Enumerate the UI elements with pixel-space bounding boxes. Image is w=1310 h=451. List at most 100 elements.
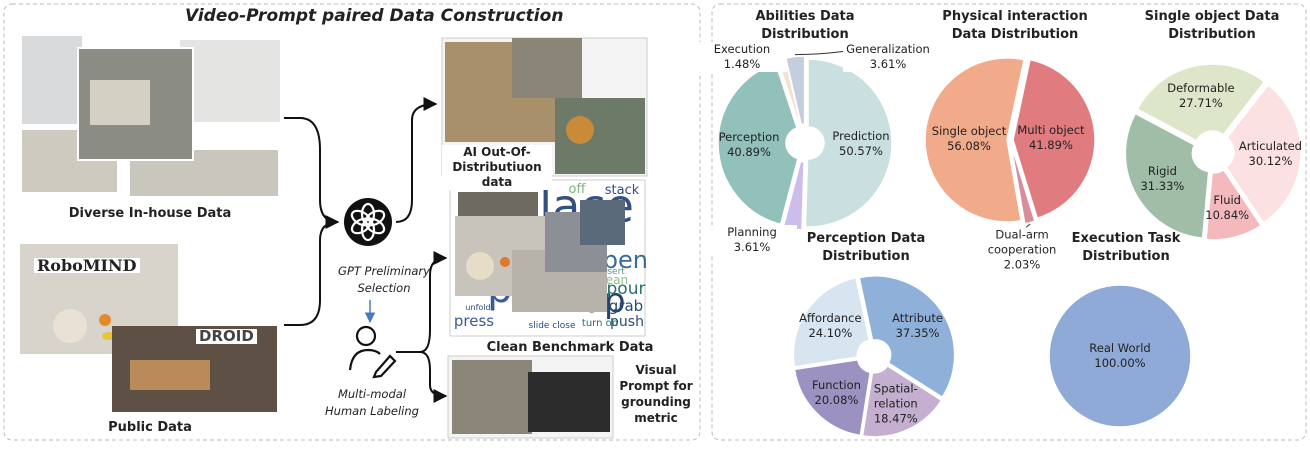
- slice-value: 3.61%: [733, 240, 771, 254]
- chart-title: Single object Data Distribution: [1144, 9, 1280, 42]
- clean-photos: [455, 192, 625, 312]
- slice-label: Single object 56.08%: [929, 124, 1009, 154]
- step-label: Multi-modal Human Labeling: [325, 387, 419, 418]
- slice-label: Perception 40.89%: [709, 130, 789, 160]
- slice-value: 24.10%: [808, 325, 853, 340]
- slice-label: Affordance 24.10%: [790, 311, 870, 341]
- chart-title: Perception Data Distribution: [806, 231, 926, 264]
- word: grab: [609, 297, 643, 315]
- visual-prompt-photos: [447, 355, 614, 439]
- pie-slice: [1224, 83, 1302, 224]
- human-icon: [348, 325, 397, 379]
- slice-value: 3.61%: [869, 57, 907, 71]
- slice-value: 37.35%: [895, 325, 940, 340]
- slice-value: 10.84%: [1205, 207, 1250, 222]
- slice-name: Prediction: [832, 128, 890, 143]
- slice-name: Dual-arm cooperation: [987, 227, 1057, 257]
- pie-slice: [784, 55, 806, 126]
- pie-slice: [804, 58, 893, 228]
- word: push: [610, 314, 644, 330]
- word: off: [569, 182, 587, 197]
- dataset-label: DROID: [196, 329, 257, 344]
- slice-name: Spatial-relation: [873, 381, 918, 411]
- slice-label: Real World 100.00%: [1080, 341, 1160, 371]
- slice-label: Function 20.08%: [796, 378, 876, 408]
- source-label: Diverse In-house Data: [68, 206, 232, 221]
- slice-label: Attribute 37.35%: [878, 311, 958, 341]
- pie-slice: [1124, 112, 1210, 239]
- word: stack: [605, 183, 640, 198]
- slice-name: Affordance: [799, 310, 862, 325]
- slice-name: Fluid: [1213, 192, 1241, 207]
- pie-slice: [792, 276, 871, 368]
- slice-value: 56.08%: [947, 139, 991, 154]
- slice-label: Execution 1.48%: [697, 42, 787, 72]
- slice-name: Execution: [713, 42, 771, 56]
- word: slide close: [529, 321, 576, 331]
- connectors: [284, 97, 448, 403]
- slice-name: Multi object: [1017, 123, 1085, 138]
- slice-label: Deformable 27.71%: [1161, 81, 1241, 111]
- right-panel: [711, 3, 1307, 441]
- pie-slice: [793, 358, 872, 437]
- slice-name: Articulated: [1238, 138, 1302, 153]
- output-label: AI Out-Of-Distributiuon data: [442, 145, 552, 190]
- slice-value: 41.89%: [1029, 138, 1073, 153]
- pie-slice: [861, 364, 943, 438]
- slice-label: Rigid 31.33%: [1122, 164, 1202, 194]
- slice-name: Function: [811, 378, 861, 393]
- slice-name: Single object: [931, 124, 1007, 139]
- left-panel: [3, 3, 701, 441]
- pie-slice: [858, 275, 956, 399]
- slice-label: Prediction 50.57%: [821, 129, 901, 159]
- source-label: Public Data: [108, 420, 192, 435]
- gpt-icon: [344, 198, 392, 246]
- slice-name: Perception: [718, 129, 780, 144]
- slice-value: 30.12%: [1248, 153, 1293, 168]
- slice-name: Generalization: [846, 42, 930, 56]
- panel-title: Video-Prompt paired Data Construction: [185, 6, 564, 26]
- output-label: Clean Benchmark Data: [486, 340, 654, 355]
- slice-value: 27.71%: [1178, 95, 1223, 110]
- word: turn on: [582, 318, 618, 329]
- slice-value: 20.08%: [814, 393, 859, 408]
- slice-label: Fluid 10.84%: [1187, 193, 1267, 223]
- slice-label: Planning 3.61%: [707, 225, 797, 255]
- slice-value: 1.48%: [723, 57, 761, 71]
- word: insert: [599, 267, 625, 277]
- step-label: GPT Preliminary Selection: [338, 264, 430, 295]
- chart-title: Physical interaction Data Distribution: [942, 9, 1088, 42]
- word: press: [454, 312, 494, 330]
- slice-value: 2.03%: [1003, 257, 1041, 272]
- slice-label: Dual-arm cooperation 2.03%: [977, 227, 1067, 273]
- pie-slice: [1048, 284, 1192, 428]
- slice-name: Deformable: [1167, 80, 1235, 95]
- chart-title: Abilities Data Distribution: [755, 9, 855, 42]
- slice-label: Multi object 41.89%: [1011, 123, 1091, 153]
- chart-title: Execution Task Distribution: [1071, 231, 1181, 264]
- pie-slice: [1205, 168, 1263, 241]
- pie-slice: [1012, 58, 1096, 220]
- pie-slice: [1136, 63, 1266, 142]
- inhouse-photos: [22, 36, 280, 196]
- dataset-label: RoboMIND: [34, 258, 140, 274]
- slice-name: Real World: [1089, 341, 1151, 355]
- slice-value: 50.57%: [839, 143, 883, 158]
- slice-label: Articulated 30.12%: [1230, 139, 1310, 169]
- slice-name: Planning: [727, 225, 777, 239]
- slice-label: Generalization 3.61%: [843, 42, 933, 72]
- pie-slice: [717, 62, 799, 226]
- slice-name: Rigid: [1147, 164, 1177, 179]
- output-label: Visual Prompt for grounding metric: [619, 363, 693, 425]
- slice-label: Spatial-relation 18.47%: [856, 382, 936, 427]
- slice-value: 100.00%: [1094, 356, 1146, 370]
- slice-value: 18.47%: [873, 411, 918, 426]
- pie-slice: [924, 57, 1025, 223]
- pie-slice: [1009, 142, 1036, 225]
- slice-value: 31.33%: [1140, 179, 1185, 194]
- word: pour: [607, 279, 646, 299]
- slice-name: Attribute: [892, 310, 943, 325]
